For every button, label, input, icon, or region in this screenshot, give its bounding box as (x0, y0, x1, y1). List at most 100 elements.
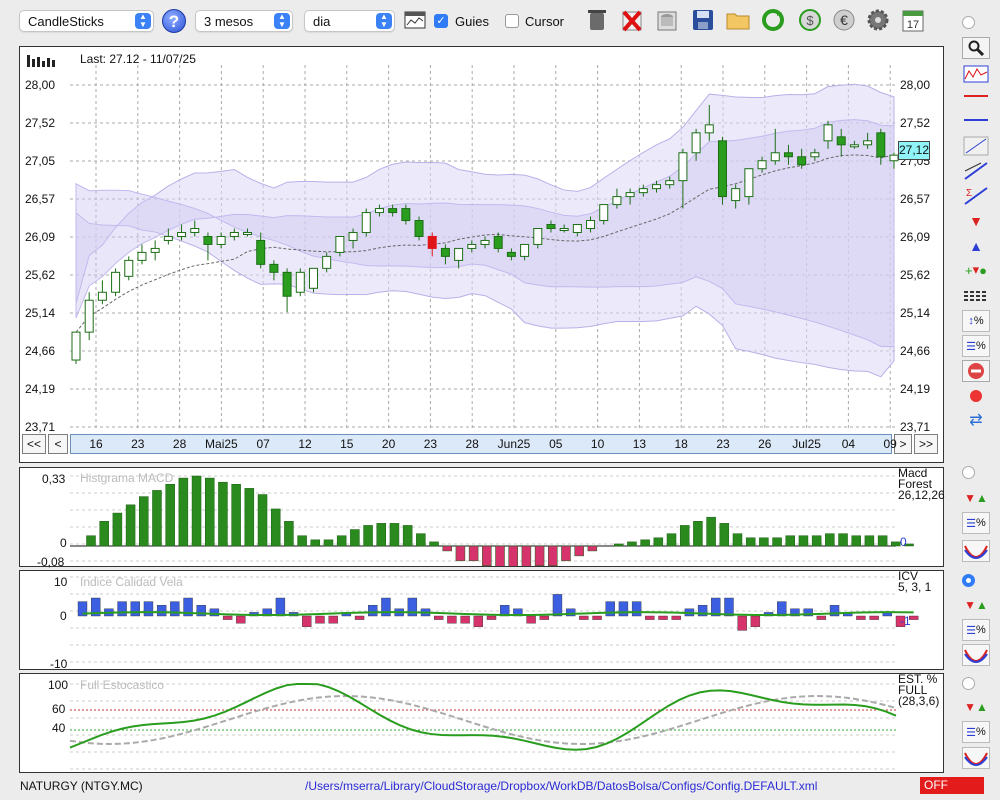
stochastic-chart[interactable] (20, 674, 943, 772)
chart-window-icon[interactable] (401, 6, 429, 34)
add-marker-icon[interactable]: + ▾ ● (965, 262, 987, 278)
trash-icon[interactable] (583, 6, 611, 34)
icv-radio[interactable] (962, 574, 975, 587)
chart-type-select[interactable]: CandleSticks ▲ ▼ (19, 10, 154, 32)
macd-bar (244, 488, 255, 547)
euro-icon[interactable]: € (830, 6, 858, 34)
candle-body (414, 220, 424, 237)
guides-checkbox[interactable]: ✓ (434, 14, 448, 28)
macd-bar (508, 545, 518, 566)
refresh-icon[interactable] (759, 6, 787, 34)
zoom-icon[interactable] (962, 37, 990, 59)
curve-icon[interactable] (962, 644, 990, 666)
horizontal-line-red-icon[interactable] (962, 85, 990, 107)
candle-body (150, 247, 160, 253)
gear-icon[interactable] (864, 6, 892, 34)
icv-signal-line (82, 611, 914, 617)
nav-prev-button[interactable]: < (48, 434, 68, 454)
icv-bar (697, 605, 708, 617)
stoch-radio[interactable] (962, 677, 975, 690)
indicator-overlay-icon[interactable] (962, 62, 990, 84)
arrow-up-blue-icon[interactable]: ▲ (969, 238, 983, 254)
arrows-updown-icon[interactable]: ▼ ▲ (964, 700, 988, 714)
icv-bar (434, 615, 444, 620)
database-icon[interactable] (653, 6, 681, 34)
channel-icon[interactable] (962, 160, 990, 182)
icv-bar (315, 615, 325, 624)
macd-bar (811, 535, 822, 547)
percent-lines-icon[interactable]: ☰% (962, 335, 990, 357)
nav-last-button[interactable]: >> (914, 434, 938, 454)
arrows-updown-icon[interactable]: ▼ ▲ (964, 598, 988, 612)
macd-bar (442, 545, 452, 552)
candle-body (836, 136, 846, 146)
stoch-slow-line (69, 695, 897, 745)
scale-percent-icon[interactable]: ↕% (962, 310, 990, 332)
nav-next-button[interactable]: > (894, 434, 912, 454)
trendline-icon[interactable] (962, 135, 990, 157)
percent-lines-icon[interactable]: ☰% (962, 619, 990, 641)
macd-bar (204, 477, 215, 547)
candle-body (295, 271, 305, 293)
macd-bar (679, 525, 690, 547)
macd-bar (468, 545, 479, 562)
date-scrollbar[interactable] (70, 434, 892, 454)
macd-bar (284, 521, 294, 547)
config-path[interactable]: /Users/mserra/Library/CloudStorage/Dropb… (305, 779, 818, 793)
main-radio[interactable] (962, 16, 975, 29)
macd-bar (772, 537, 782, 547)
horizontal-line-blue-icon[interactable] (962, 109, 990, 131)
period-select[interactable]: 3 mesos ▲ ▼ (195, 10, 293, 32)
macd-bar (864, 535, 875, 547)
interval-select[interactable]: dia ▲ ▼ (304, 10, 395, 32)
candle-body (454, 247, 464, 261)
icv-bar (803, 608, 813, 617)
chevron-updown-icon: ▲ ▼ (135, 13, 151, 29)
candle-body (374, 208, 384, 214)
macd-bar (798, 535, 809, 547)
save-icon[interactable] (689, 6, 717, 34)
curve-icon[interactable] (962, 747, 990, 769)
swap-icon[interactable]: ⇄ (969, 412, 983, 429)
folder-icon[interactable] (724, 6, 752, 34)
icv-histogram[interactable] (20, 571, 943, 669)
percent-lines-icon[interactable]: ☰% (962, 721, 990, 743)
delete-icon[interactable] (618, 6, 646, 34)
arrow-down-red-icon[interactable]: ▼ (969, 213, 983, 229)
candle-body (691, 132, 701, 154)
icv-bar (90, 597, 101, 617)
macd-bar (838, 533, 848, 547)
icv-bar (552, 594, 563, 617)
calendar-icon[interactable]: 17 (899, 6, 927, 34)
candle-body (177, 231, 187, 237)
macd-bar (139, 496, 149, 547)
macd-bar (534, 545, 545, 566)
macd-bar (825, 533, 835, 547)
nav-first-button[interactable]: << (22, 434, 46, 454)
macd-bar (363, 525, 373, 547)
sigma-channel-icon[interactable]: Σ (962, 185, 990, 207)
list-lines-icon[interactable] (962, 285, 990, 307)
candle-body (757, 160, 767, 170)
help-icon[interactable]: ? (162, 9, 186, 33)
icv-bar (473, 615, 484, 628)
icv-bar (856, 615, 866, 620)
record-icon[interactable] (962, 385, 990, 407)
candle-body (665, 180, 675, 186)
chevron-updown-icon: ▲ ▼ (376, 13, 392, 29)
macd-radio[interactable] (962, 466, 975, 479)
curve-icon[interactable] (962, 540, 990, 562)
icv-bar (368, 605, 378, 617)
candle-body (322, 255, 332, 269)
cursor-checkbox[interactable] (505, 14, 519, 28)
candle-body (111, 271, 121, 293)
icv-bar (526, 615, 536, 624)
sync-money-icon[interactable]: $ (796, 6, 824, 34)
icv-bar (750, 615, 761, 628)
percent-lines-icon[interactable]: ☰% (962, 512, 990, 534)
macd-histogram[interactable] (20, 468, 943, 566)
macd-bar (350, 529, 360, 547)
no-entry-icon[interactable] (962, 360, 990, 382)
arrows-updown-icon[interactable]: ▼ ▲ (964, 491, 988, 505)
